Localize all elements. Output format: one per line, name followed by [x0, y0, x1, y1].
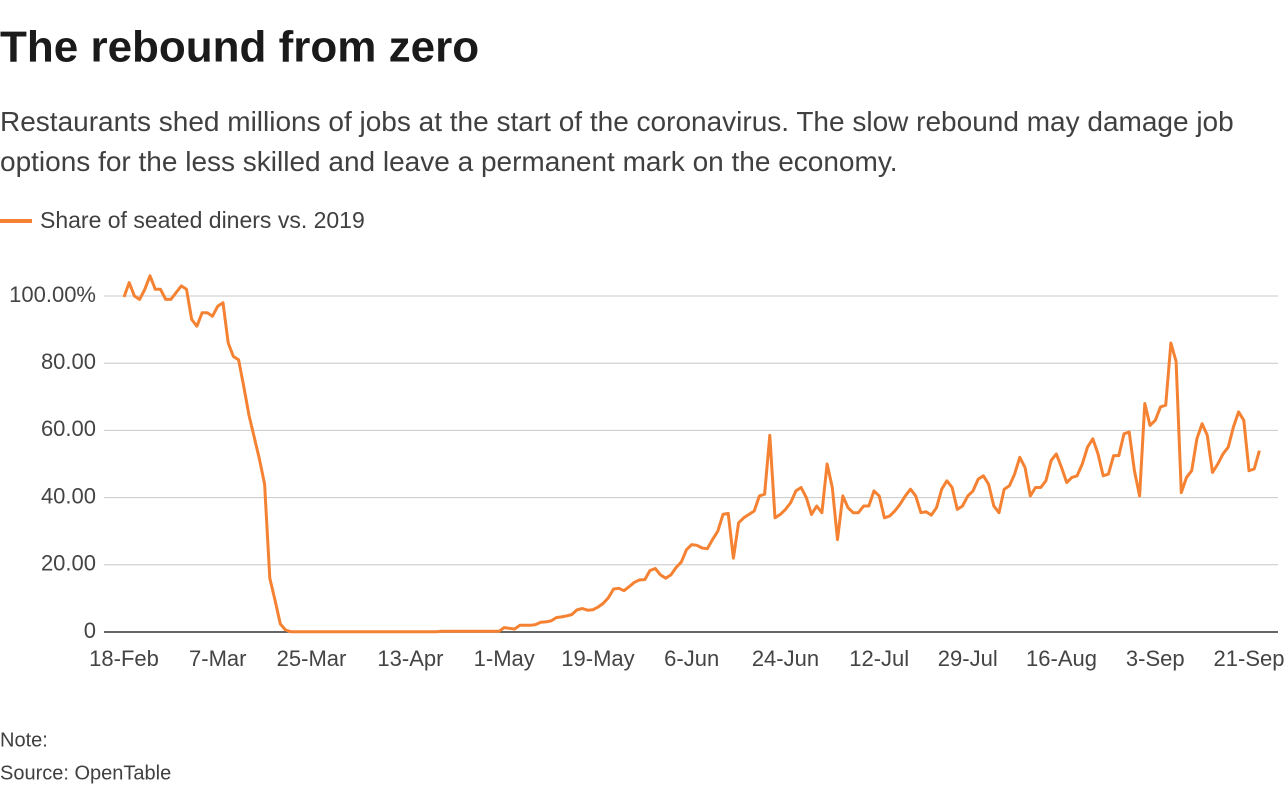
x-tick-label: 25-Mar [277, 646, 347, 671]
x-tick-label: 6-Jun [664, 646, 719, 671]
legend-label: Share of seated diners vs. 2019 [40, 207, 365, 233]
source: Source: OpenTable [0, 762, 171, 784]
x-tick-label: 12-Jul [849, 646, 909, 671]
note: Note: [0, 729, 48, 751]
y-tick-label: 40.00 [41, 483, 96, 508]
x-tick-label: 3-Sep [1126, 646, 1185, 671]
y-tick-label: 100.00% [9, 282, 96, 307]
y-tick-label: 0 [84, 618, 96, 643]
x-tick-label: 29-Jul [938, 646, 998, 671]
chart-title: The rebound from zero [0, 23, 479, 72]
x-tick-label: 18-Feb [89, 646, 159, 671]
y-tick-label: 20.00 [41, 551, 96, 576]
x-tick-label: 21-Sep [1214, 646, 1285, 671]
x-tick-label: 16-Aug [1026, 646, 1097, 671]
subtitle-box: Restaurants shed millions of jobs at the… [0, 106, 1234, 177]
x-tick-label: 7-Mar [189, 646, 246, 671]
x-tick-label: 19-May [561, 646, 634, 671]
x-tick-label: 1-May [474, 646, 535, 671]
data-line [122, 274, 1261, 634]
y-tick-label: 60.00 [41, 416, 96, 441]
y-tick-label: 80.00 [41, 349, 96, 374]
x-tick-label: 24-Jun [752, 646, 819, 671]
chart-subtitle: Restaurants shed millions of jobs at the… [0, 106, 1234, 177]
x-tick-label: 13-Apr [377, 646, 443, 671]
